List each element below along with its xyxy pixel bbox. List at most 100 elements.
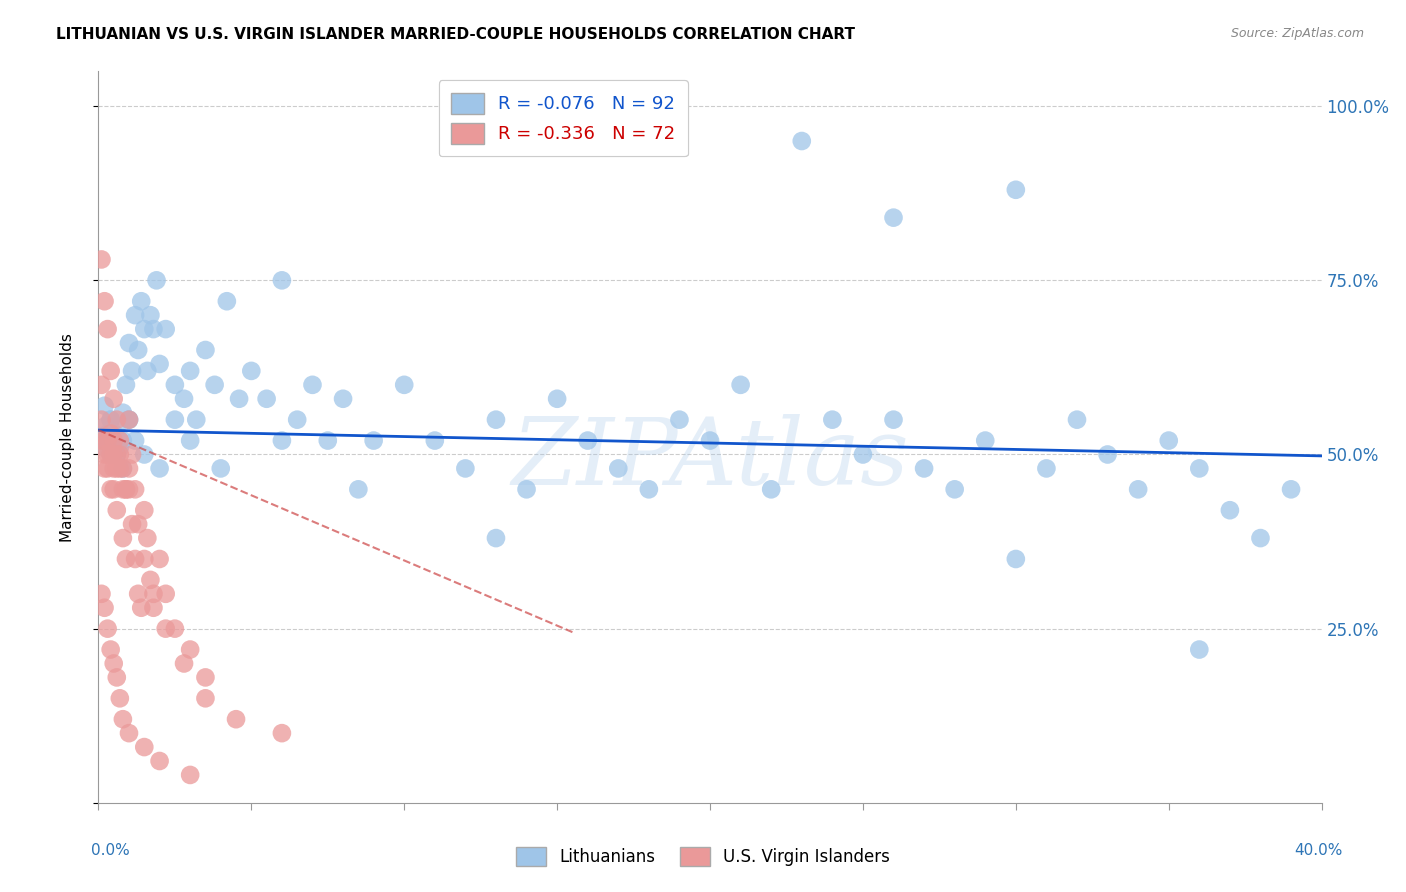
Point bbox=[1188, 642, 1211, 657]
Point bbox=[93, 461, 115, 475]
Point bbox=[215, 294, 238, 309]
Point bbox=[142, 587, 165, 601]
Point bbox=[105, 448, 128, 462]
Point bbox=[155, 587, 177, 601]
Point bbox=[301, 377, 323, 392]
Point bbox=[546, 392, 568, 406]
Point bbox=[155, 622, 177, 636]
Point bbox=[1219, 503, 1241, 517]
Point bbox=[699, 434, 721, 448]
Point bbox=[118, 412, 141, 426]
Point bbox=[105, 419, 128, 434]
Point bbox=[149, 461, 172, 475]
Point bbox=[1066, 412, 1088, 426]
Point bbox=[240, 364, 263, 378]
Point bbox=[103, 434, 125, 448]
Point bbox=[97, 622, 120, 636]
Point bbox=[256, 392, 278, 406]
Point bbox=[100, 448, 122, 462]
Point bbox=[124, 434, 146, 448]
Point bbox=[97, 448, 120, 462]
Point bbox=[607, 461, 630, 475]
Point bbox=[118, 726, 141, 740]
Point bbox=[111, 406, 134, 420]
Point bbox=[912, 461, 935, 475]
Point bbox=[883, 412, 905, 426]
Point bbox=[136, 364, 159, 378]
Point bbox=[100, 483, 122, 497]
Point bbox=[485, 412, 508, 426]
Point bbox=[179, 364, 201, 378]
Point bbox=[97, 434, 120, 448]
Point bbox=[173, 392, 195, 406]
Point bbox=[134, 552, 156, 566]
Point bbox=[108, 448, 131, 462]
Point bbox=[194, 691, 217, 706]
Point bbox=[100, 412, 122, 426]
Point bbox=[90, 252, 112, 267]
Point bbox=[103, 392, 125, 406]
Point bbox=[134, 448, 156, 462]
Point bbox=[105, 503, 128, 517]
Point bbox=[124, 308, 146, 322]
Point bbox=[136, 531, 159, 545]
Point bbox=[129, 600, 152, 615]
Point bbox=[111, 483, 134, 497]
Point bbox=[118, 412, 141, 426]
Point bbox=[139, 573, 162, 587]
Point bbox=[105, 448, 128, 462]
Text: ZIPAtlas: ZIPAtlas bbox=[512, 414, 908, 504]
Point bbox=[668, 412, 690, 426]
Point bbox=[1035, 461, 1057, 475]
Point bbox=[127, 517, 149, 532]
Point bbox=[105, 670, 128, 684]
Point bbox=[142, 322, 165, 336]
Point bbox=[423, 434, 446, 448]
Point bbox=[149, 754, 172, 768]
Point bbox=[100, 426, 122, 441]
Point bbox=[93, 600, 115, 615]
Point bbox=[103, 426, 125, 441]
Point bbox=[759, 483, 782, 497]
Point bbox=[90, 377, 112, 392]
Point bbox=[90, 412, 112, 426]
Point bbox=[97, 461, 120, 475]
Point bbox=[118, 461, 141, 475]
Point bbox=[103, 448, 125, 462]
Point bbox=[115, 483, 138, 497]
Text: LITHUANIAN VS U.S. VIRGIN ISLANDER MARRIED-COUPLE HOUSEHOLDS CORRELATION CHART: LITHUANIAN VS U.S. VIRGIN ISLANDER MARRI… bbox=[56, 27, 855, 42]
Point bbox=[121, 448, 143, 462]
Point bbox=[974, 434, 997, 448]
Point bbox=[90, 587, 112, 601]
Point bbox=[209, 461, 232, 475]
Legend: R = -0.076   N = 92, R = -0.336   N = 72: R = -0.076 N = 92, R = -0.336 N = 72 bbox=[439, 80, 688, 156]
Point bbox=[118, 483, 141, 497]
Point bbox=[1004, 552, 1026, 566]
Point bbox=[127, 587, 149, 601]
Point bbox=[1097, 448, 1119, 462]
Point bbox=[194, 343, 217, 357]
Text: 40.0%: 40.0% bbox=[1295, 843, 1343, 858]
Point bbox=[93, 399, 115, 413]
Point bbox=[108, 434, 131, 448]
Point bbox=[155, 322, 177, 336]
Point bbox=[103, 461, 125, 475]
Point bbox=[100, 448, 122, 462]
Point bbox=[134, 503, 156, 517]
Point bbox=[363, 434, 385, 448]
Point bbox=[129, 294, 152, 309]
Point bbox=[204, 377, 226, 392]
Point bbox=[93, 441, 115, 455]
Point bbox=[115, 483, 138, 497]
Point bbox=[173, 657, 195, 671]
Point bbox=[118, 412, 141, 426]
Point bbox=[194, 670, 217, 684]
Point bbox=[90, 434, 112, 448]
Point bbox=[852, 448, 875, 462]
Point bbox=[97, 322, 120, 336]
Point bbox=[97, 434, 120, 448]
Point bbox=[93, 419, 115, 434]
Point bbox=[103, 657, 125, 671]
Point bbox=[121, 364, 143, 378]
Point bbox=[285, 412, 308, 426]
